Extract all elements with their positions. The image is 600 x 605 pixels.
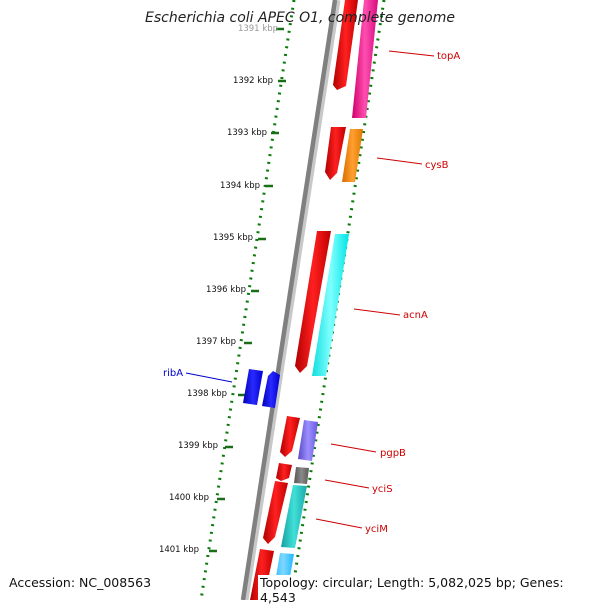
tick-label: 1394 kbp: [220, 181, 260, 191]
cds-arrow-yciS[interactable]: [276, 463, 292, 481]
tick-label: 1398 kbp: [187, 389, 227, 399]
tick-label: 1395 kbp: [213, 233, 253, 243]
cds-arrow-topA[interactable]: [333, 0, 358, 90]
gene-block-pgpB[interactable]: [298, 420, 318, 461]
tick-label: 1396 kbp: [206, 285, 246, 295]
gene-block-cysB[interactable]: [342, 129, 363, 182]
leader-line-yciM: [315, 518, 363, 529]
leader-line-pgpB: [330, 443, 377, 453]
gene-label-cysB[interactable]: cysB: [425, 160, 449, 171]
leader-line-ribA: [185, 372, 233, 383]
leader-line-cysB: [376, 157, 423, 165]
cds-arrow-pgpB[interactable]: [280, 416, 300, 457]
accession-text: Accession: NC_008563: [7, 575, 154, 590]
leader-lines: [185, 50, 435, 529]
cds-arrow-ribA-2[interactable]: [262, 371, 280, 408]
gene-label-acnA[interactable]: acnA: [403, 310, 428, 321]
map-title: Escherichia coli APEC O1, complete genom…: [145, 10, 455, 26]
leader-line-topA: [388, 50, 435, 57]
cds-arrow-acnA[interactable]: [295, 231, 331, 373]
gene-block-yciS[interactable]: [294, 467, 309, 484]
gene-block-acnA[interactable]: [312, 234, 349, 376]
tick-label: 1397 kbp: [196, 337, 236, 347]
tick-label: 1392 kbp: [233, 76, 273, 86]
gene-block-yciM[interactable]: [281, 485, 307, 548]
tick-label: 1393 kbp: [227, 128, 267, 138]
leader-line-yciS: [324, 479, 370, 489]
tick-label: 1400 kbp: [169, 493, 209, 503]
cds-arrow-ribA-1[interactable]: [243, 369, 263, 405]
gene-block-topA[interactable]: [352, 0, 378, 118]
scale-labels: 1391 kbp 1392 kbp 1393 kbp 1394 kbp 1395…: [159, 24, 278, 555]
leader-line-acnA: [353, 308, 401, 316]
tick-label: 1391 kbp: [238, 24, 278, 34]
gene-labels: topA cysB acnA ribA pgpB yciS yciM: [163, 51, 460, 535]
topology-text: Topology: circular; Length: 5,082,025 bp…: [258, 575, 600, 605]
gene-label-ribA[interactable]: ribA: [163, 368, 183, 379]
cds-arrow-yciM[interactable]: [263, 481, 288, 544]
tick-label: 1401 kbp: [159, 545, 199, 555]
genome-backbone: [240, 0, 338, 600]
gene-label-pgpB[interactable]: pgpB: [380, 448, 406, 459]
gene-label-yciS[interactable]: yciS: [372, 484, 393, 495]
cds-arrow-cysB[interactable]: [325, 127, 346, 180]
gene-label-topA[interactable]: topA: [437, 51, 460, 62]
tick-label: 1399 kbp: [178, 441, 218, 451]
cds-arrow-bottom[interactable]: [250, 549, 274, 600]
gene-label-yciM[interactable]: yciM: [365, 524, 388, 535]
